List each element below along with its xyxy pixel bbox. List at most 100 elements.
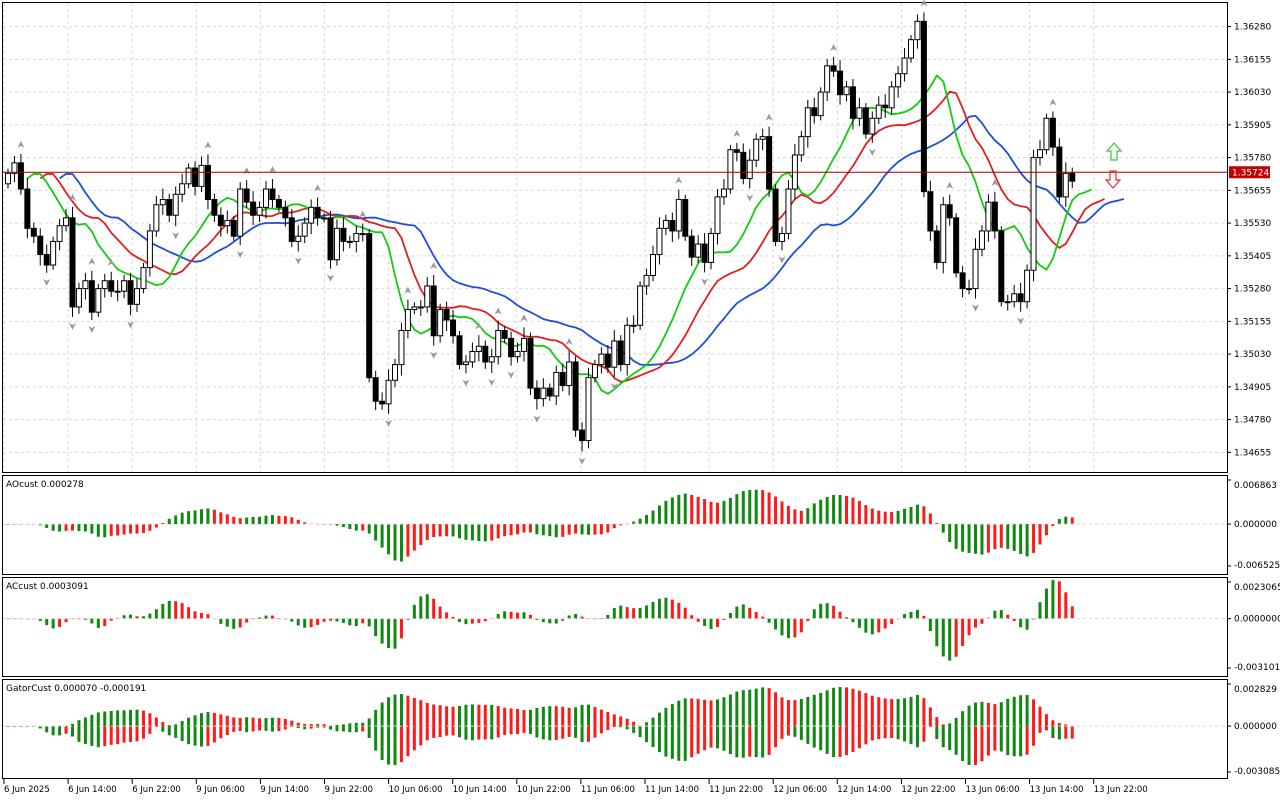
bull-candle[interactable] (753, 138, 760, 161)
bear-candle[interactable] (740, 151, 747, 180)
bear-candle[interactable] (243, 188, 250, 203)
bull-candle[interactable] (385, 379, 392, 405)
bear-candle[interactable] (108, 280, 115, 292)
bear-candle[interactable] (211, 199, 218, 216)
bull-candle[interactable] (779, 233, 785, 242)
bear-candle[interactable] (946, 204, 953, 219)
bear-candle[interactable] (508, 337, 515, 358)
bull-candle[interactable] (224, 219, 231, 227)
bull-candle[interactable] (346, 240, 353, 243)
bear-candle[interactable] (927, 191, 934, 232)
bull-candle[interactable] (437, 309, 444, 337)
bull-candle[interactable] (695, 243, 702, 258)
bear-candle[interactable] (269, 188, 276, 201)
bull-candle[interactable] (856, 107, 863, 119)
bear-candle[interactable] (204, 164, 211, 201)
bull-candle[interactable] (63, 217, 70, 227)
bear-candle[interactable] (17, 162, 24, 190)
bull-candle[interactable] (398, 330, 405, 366)
bear-candle[interactable] (37, 235, 44, 256)
bear-candle[interactable] (127, 280, 134, 305)
bear-candle[interactable] (837, 70, 844, 96)
bear-candle[interactable] (230, 219, 237, 237)
bear-candle[interactable] (430, 285, 437, 337)
bear-candle[interactable] (275, 199, 282, 208)
bear-candle[interactable] (830, 65, 837, 72)
bear-candle[interactable] (69, 217, 76, 308)
bull-candle[interactable] (985, 201, 992, 232)
bull-candle[interactable] (662, 219, 669, 229)
bull-candle[interactable] (978, 230, 985, 250)
bear-candle[interactable] (340, 227, 347, 242)
bear-candle[interactable] (733, 149, 740, 153)
bear-candle[interactable] (953, 217, 960, 274)
bull-candle[interactable] (185, 167, 192, 185)
bear-candle[interactable] (772, 188, 779, 242)
bull-candle[interactable] (553, 371, 560, 397)
bull-candle[interactable] (95, 288, 102, 313)
bull-candle[interactable] (121, 280, 128, 292)
bear-candle[interactable] (669, 219, 676, 232)
bull-candle[interactable] (353, 233, 360, 242)
bull-candle[interactable] (643, 274, 650, 287)
bear-candle[interactable] (372, 377, 379, 402)
bear-candle[interactable] (811, 107, 818, 117)
bull-candle[interactable] (630, 324, 637, 327)
bull-candle[interactable] (301, 222, 308, 237)
bear-candle[interactable] (682, 199, 689, 237)
bear-candle[interactable] (456, 335, 463, 366)
bear-candle[interactable] (579, 429, 586, 442)
bull-candle[interactable] (714, 196, 721, 235)
bull-candle[interactable] (650, 254, 656, 276)
bull-candle[interactable] (179, 183, 186, 195)
bull-candle[interactable] (591, 364, 598, 379)
bull-candle[interactable] (624, 324, 631, 366)
bull-candle[interactable] (598, 353, 605, 366)
bear-candle[interactable] (501, 330, 508, 339)
bull-candle[interactable] (495, 330, 502, 358)
bull-candle[interactable] (424, 285, 431, 308)
bull-candle[interactable] (675, 199, 682, 232)
bull-candle[interactable] (1037, 149, 1043, 159)
bear-candle[interactable] (314, 206, 321, 219)
bear-candle[interactable] (450, 319, 457, 337)
ac-pane[interactable] (2, 577, 1228, 677)
bull-candle[interactable] (198, 164, 205, 187)
bear-candle[interactable] (533, 387, 540, 400)
bear-candle[interactable] (991, 201, 998, 232)
bear-candle[interactable] (572, 361, 579, 431)
bull-candle[interactable] (888, 86, 895, 109)
bear-candle[interactable] (998, 230, 1005, 303)
bull-candle[interactable] (940, 204, 947, 263)
bear-candle[interactable] (217, 214, 224, 227)
bull-candle[interactable] (462, 361, 469, 366)
bull-candle[interactable] (895, 73, 902, 88)
bull-candle[interactable] (843, 86, 850, 96)
bear-candle[interactable] (559, 371, 566, 387)
bull-candle[interactable] (875, 104, 882, 119)
bear-candle[interactable] (701, 243, 708, 263)
bear-candle[interactable] (1049, 117, 1056, 148)
bear-candle[interactable] (192, 167, 199, 187)
bull-candle[interactable] (50, 240, 57, 266)
bull-candle[interactable] (256, 206, 263, 216)
bear-candle[interactable] (443, 309, 450, 321)
bull-candle[interactable] (101, 280, 108, 290)
bear-candle[interactable] (379, 400, 386, 405)
bull-candle[interactable] (5, 172, 11, 185)
bull-candle[interactable] (263, 188, 269, 208)
bull-candle[interactable] (901, 57, 908, 75)
bear-candle[interactable] (604, 353, 611, 368)
bull-candle[interactable] (11, 162, 18, 174)
bear-candle[interactable] (617, 340, 624, 366)
bull-candle[interactable] (153, 204, 160, 232)
bear-candle[interactable] (43, 254, 50, 266)
bull-candle[interactable] (914, 20, 921, 41)
bear-candle[interactable] (1017, 293, 1024, 303)
bear-candle[interactable] (882, 104, 889, 109)
bull-candle[interactable] (1062, 172, 1069, 198)
bull-candle[interactable] (746, 159, 753, 180)
bear-candle[interactable] (327, 217, 334, 261)
bull-candle[interactable] (308, 206, 315, 224)
